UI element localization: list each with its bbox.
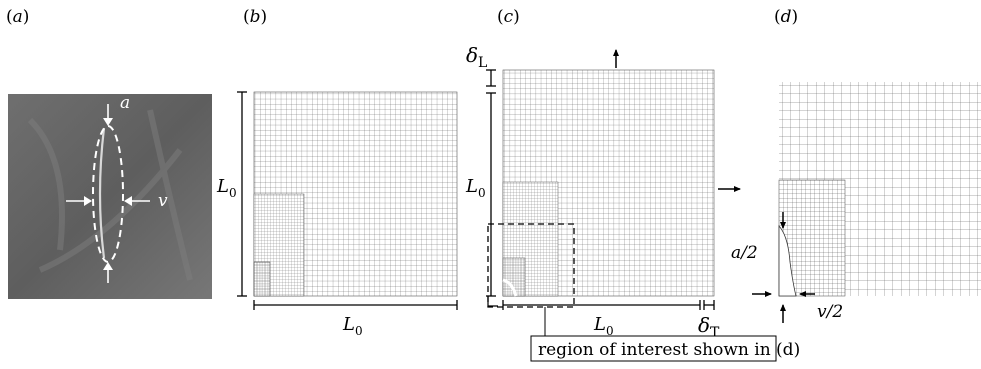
label-a2: a/2 [731,243,758,263]
crack-photo [8,94,212,299]
panel-d-label: (d) [774,7,798,27]
label-c-L0-horizontal: L0 [593,314,614,338]
panel-d: (d) a/2 v/2 [731,7,981,323]
crack-opening [778,224,797,297]
mesh-c-finest [502,257,526,297]
panel-c-label: (c) [497,7,520,27]
label-c-L0-vertical: L0 [465,176,486,200]
label-a: a [120,93,130,113]
callout-box [530,335,777,362]
label-b-L0-horizontal: L0 [342,314,363,338]
callout-text: region of interest shown in (d) [538,340,800,360]
label-deltaT: δT [698,313,720,341]
crack-outline [92,125,124,263]
panel-b: (b) L0 L0 [216,7,458,338]
crack-line [98,127,106,259]
panel-c: (c) δL L0 L0 δT regi [465,7,800,362]
panel-b-label: (b) [243,7,267,27]
mesh-b-finest [253,261,271,297]
panel-a: (a) a v [6,7,212,299]
region-of-interest-box [487,223,575,308]
panel-a-label: (a) [6,7,29,27]
label-b-L0-vertical: L0 [216,176,237,200]
label-deltaL: δL [466,43,487,71]
label-v2: v/2 [817,302,843,322]
label-v: v [158,191,168,211]
